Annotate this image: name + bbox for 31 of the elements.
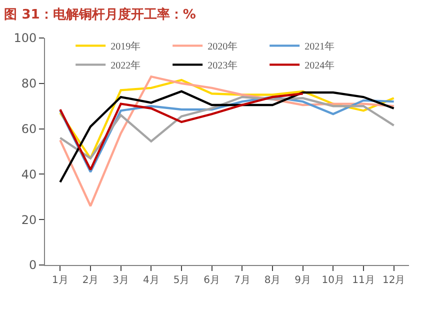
x-tick-label: 3月 (112, 275, 130, 286)
x-tick-label: 5月 (173, 275, 190, 286)
chart-title: 图 31：电解铜杆月度开工率：% (4, 6, 196, 23)
y-tick-label: 20 (21, 212, 37, 227)
y-tick-label: 100 (14, 31, 37, 46)
line-series (59, 78, 395, 160)
y-tick-label: 80 (21, 76, 37, 91)
legend-label: 2019年 (110, 40, 141, 53)
x-tick-label: 9月 (294, 275, 312, 286)
y-tick-label: 40 (21, 167, 37, 182)
line-series (59, 92, 304, 171)
line-series (59, 75, 395, 208)
legend-label: 2020年 (208, 40, 238, 53)
x-tick-label: 2月 (82, 275, 99, 286)
legend-label: 2024年 (304, 60, 335, 72)
y-tick-label: 0 (28, 258, 37, 272)
x-tick-label: 7月 (234, 275, 250, 286)
legend-label: 2023年 (208, 60, 238, 72)
x-tick-label: 4月 (142, 275, 160, 286)
x-tick-label: 6月 (204, 275, 220, 286)
line-series (59, 96, 395, 160)
x-tick-label: 10月 (322, 275, 345, 286)
x-tick-label: 8月 (264, 275, 281, 286)
legend-label: 2022年 (110, 60, 141, 72)
y-tick-label: 60 (21, 122, 37, 136)
x-tick-label: 1月 (52, 275, 68, 286)
line-series (59, 90, 395, 184)
legend-label: 2021年 (304, 40, 335, 53)
line-series (59, 96, 395, 174)
x-tick-label: 11月 (352, 275, 375, 286)
x-tick-label: 12月 (382, 275, 406, 286)
